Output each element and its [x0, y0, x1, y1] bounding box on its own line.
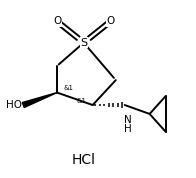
Text: S: S	[80, 38, 87, 48]
Text: O: O	[106, 16, 115, 26]
Text: HO: HO	[6, 100, 22, 110]
Text: N
H: N H	[124, 115, 132, 134]
Text: &1: &1	[76, 98, 86, 104]
Polygon shape	[22, 93, 57, 108]
Text: &1: &1	[63, 85, 73, 91]
Text: O: O	[53, 16, 61, 26]
Text: HCl: HCl	[72, 153, 96, 167]
